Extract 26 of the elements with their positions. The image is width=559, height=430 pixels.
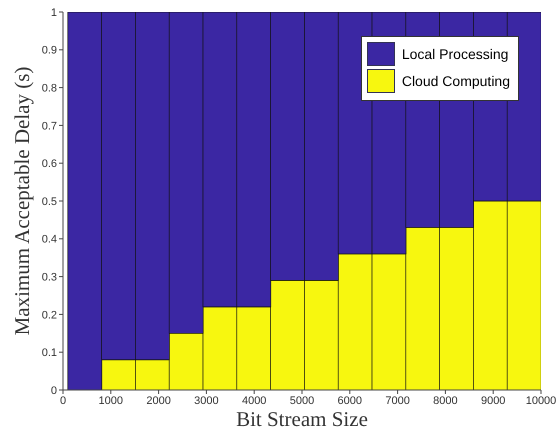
- x-tick-label: 7000: [385, 394, 410, 407]
- x-tick-label: 2000: [146, 394, 171, 407]
- x-tick-label: 4000: [242, 394, 266, 407]
- y-tick-label: 0.4: [42, 234, 57, 246]
- y-tick-label: 0: [50, 384, 57, 397]
- y-tick-label: 0.8: [42, 82, 57, 95]
- y-tick-label: 0.1: [42, 347, 57, 360]
- y-tick-label: 0.6: [42, 158, 57, 170]
- x-tick-label: 1000: [98, 394, 124, 407]
- y-tick-label: 0.2: [42, 309, 57, 322]
- y-tick-label: 0.7: [42, 120, 57, 132]
- x-tick-label: 8000: [433, 394, 458, 407]
- x-tick-label: 9000: [480, 394, 506, 407]
- x-tick-label: 3000: [194, 394, 219, 407]
- x-tick-label: 10000: [526, 394, 556, 407]
- x-tick-label: 5000: [290, 394, 314, 407]
- y-tick-label: 1: [50, 6, 57, 19]
- y-tick-label: 0.3: [42, 272, 57, 284]
- x-axis-title: Bit Stream Size: [235, 407, 369, 430]
- legend-label: Cloud Computing: [402, 73, 510, 89]
- x-tick-label: 6000: [338, 394, 362, 407]
- y-tick-label: 0.5: [42, 196, 57, 208]
- series-label: Local Processing: [402, 46, 508, 62]
- y-axis-title: Maximum Acceptable Delay (s): [10, 66, 34, 336]
- y-tick-label: 0.9: [42, 44, 57, 57]
- x-tick-label: 0: [60, 394, 66, 407]
